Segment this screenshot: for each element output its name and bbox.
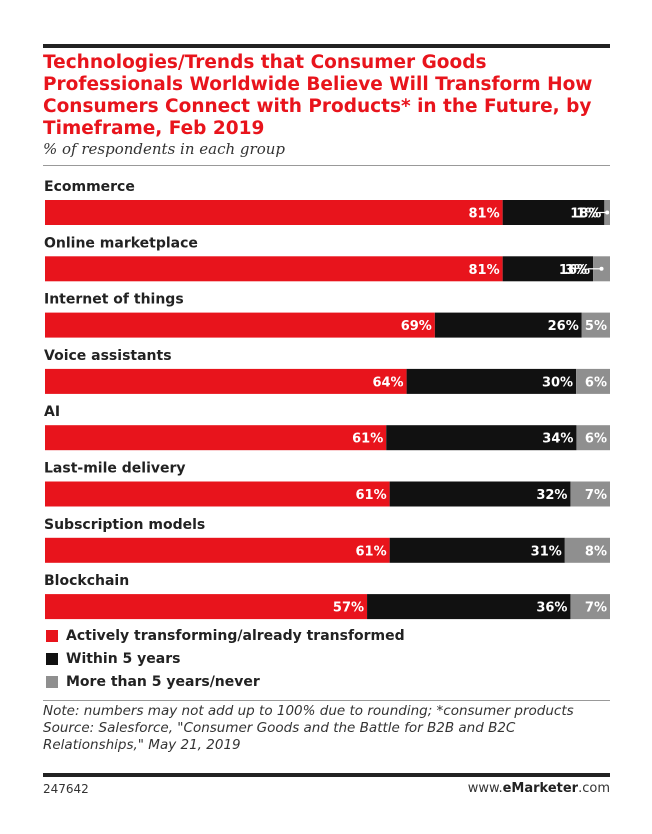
note-rule xyxy=(43,700,610,701)
bar-segment-blockchain-s3 xyxy=(570,594,610,620)
chart-title: Technologies/Trends that Consumer Goods … xyxy=(43,52,593,139)
bar-segment-internet-of-things-s3 xyxy=(581,312,610,338)
bar-segment-voice-assistants-s3 xyxy=(576,368,610,394)
legend-item-within-5-years: Within 5 years xyxy=(46,647,405,670)
bar-segment-ecommerce-s2 xyxy=(502,200,605,225)
legend-item-more-than-5-years: More than 5 years/never xyxy=(46,670,405,693)
value-label-last-mile-delivery-s3: 7% xyxy=(585,488,607,503)
value-label-subscription-models-s3: 8% xyxy=(585,544,607,559)
value-label-online-marketplace-s2: 16% xyxy=(559,263,590,278)
bar-segment-blockchain-s1 xyxy=(45,594,368,620)
emarketer-logo: www.eMarketer.com xyxy=(468,781,610,796)
value-label-subscription-models-s2: 31% xyxy=(531,544,562,559)
category-label-last-mile-delivery: Last-mile delivery xyxy=(44,461,186,477)
subtitle-rule xyxy=(43,165,610,166)
bar-segment-subscription-models-s3 xyxy=(564,537,610,563)
category-label-subscription-models: Subscription models xyxy=(44,517,205,533)
chart-legend: Actively transforming/already transforme… xyxy=(46,624,405,693)
value-label-ecommerce-s2: 18% xyxy=(570,207,601,222)
value-label-blockchain-s2: 36% xyxy=(536,601,567,616)
value-label-internet-of-things-s3: 5% xyxy=(585,319,607,334)
value-label-last-mile-delivery-s2: 32% xyxy=(536,488,567,503)
value-label-voice-assistants-s1: 64% xyxy=(372,375,403,390)
value-label-ai-s2: 34% xyxy=(542,432,573,447)
footnote-note: Note: numbers may not add up to 100% due… xyxy=(43,703,574,719)
value-label-voice-assistants-s3: 6% xyxy=(585,375,607,390)
legend-item-actively-transforming: Actively transforming/already transforme… xyxy=(46,624,405,647)
legend-label: Within 5 years xyxy=(66,650,181,667)
value-label-last-mile-delivery-s1: 61% xyxy=(356,488,387,503)
brand-name: eMarketer xyxy=(502,781,579,796)
category-label-internet-of-things: Internet of things xyxy=(44,292,184,308)
bar-segment-ai-s3 xyxy=(576,425,610,451)
value-label-blockchain-s1: 57% xyxy=(333,601,364,616)
bar-segment-internet-of-things-s2 xyxy=(434,312,582,338)
bar-segment-last-mile-delivery-s3 xyxy=(570,481,610,507)
value-label-ecommerce-s1: 81% xyxy=(469,207,500,222)
chart-id: 247642 xyxy=(43,782,89,796)
legend-swatch-black xyxy=(46,652,58,665)
leader-dot-online-marketplace xyxy=(599,266,604,271)
category-label-blockchain: Blockchain xyxy=(44,573,129,589)
bar-segment-voice-assistants-s2 xyxy=(406,368,577,394)
bar-segment-last-mile-delivery-s1 xyxy=(45,481,390,507)
category-label-ai: AI xyxy=(44,404,60,420)
bar-segment-last-mile-delivery-s2 xyxy=(389,481,571,507)
category-label-online-marketplace: Online marketplace xyxy=(44,235,198,251)
value-label-ai-s1: 61% xyxy=(352,432,383,447)
bar-segment-ai-s2 xyxy=(386,425,577,451)
footnote-source: Source: Salesforce, "Consumer Goods and … xyxy=(43,720,516,753)
bar-segment-online-marketplace-s1 xyxy=(45,256,503,282)
value-label-ai-s3: 6% xyxy=(585,432,607,447)
value-label-subscription-models-s1: 61% xyxy=(356,544,387,559)
brand-suffix: .com xyxy=(578,781,610,796)
value-label-voice-assistants-s2: 30% xyxy=(542,375,573,390)
value-label-ecommerce-s3: 1% xyxy=(576,207,598,222)
stacked-bar-chart: Ecommerce 81% 18%1% Online marketplace 81% 16… xyxy=(44,179,610,620)
value-label-blockchain-s3: 7% xyxy=(585,601,607,616)
legend-label: More than 5 years/never xyxy=(66,673,260,690)
value-label-online-marketplace-s1: 81% xyxy=(469,263,500,278)
bottom-rule xyxy=(43,773,610,777)
legend-swatch-gray xyxy=(46,675,58,688)
category-label-voice-assistants: Voice assistants xyxy=(44,348,172,364)
top-rule xyxy=(43,44,610,48)
bar-segment-subscription-models-s1 xyxy=(45,537,390,563)
bar-segment-online-marketplace-s2 xyxy=(502,256,594,282)
bar-segment-ecommerce-s1 xyxy=(45,200,503,225)
value-label-internet-of-things-s2: 26% xyxy=(548,319,579,334)
legend-label: Actively transforming/already transforme… xyxy=(66,627,405,644)
leader-dot-ecommerce xyxy=(605,210,610,215)
brand-prefix: www. xyxy=(467,781,503,796)
bar-segment-internet-of-things-s1 xyxy=(45,312,435,338)
chart-subtitle: % of respondents in each group xyxy=(43,140,285,158)
bar-segment-subscription-models-s2 xyxy=(389,537,565,563)
bar-segment-blockchain-s2 xyxy=(367,594,571,620)
bar-segment-ai-s1 xyxy=(45,425,387,451)
bar-segment-voice-assistants-s1 xyxy=(45,368,407,394)
footnote-block: Note: numbers may not add up to 100% due… xyxy=(43,703,603,754)
category-label-ecommerce: Ecommerce xyxy=(44,179,135,195)
legend-swatch-red xyxy=(46,629,58,642)
value-label-internet-of-things-s1: 69% xyxy=(401,319,432,334)
value-label-online-marketplace-s3: 3% xyxy=(565,263,587,278)
